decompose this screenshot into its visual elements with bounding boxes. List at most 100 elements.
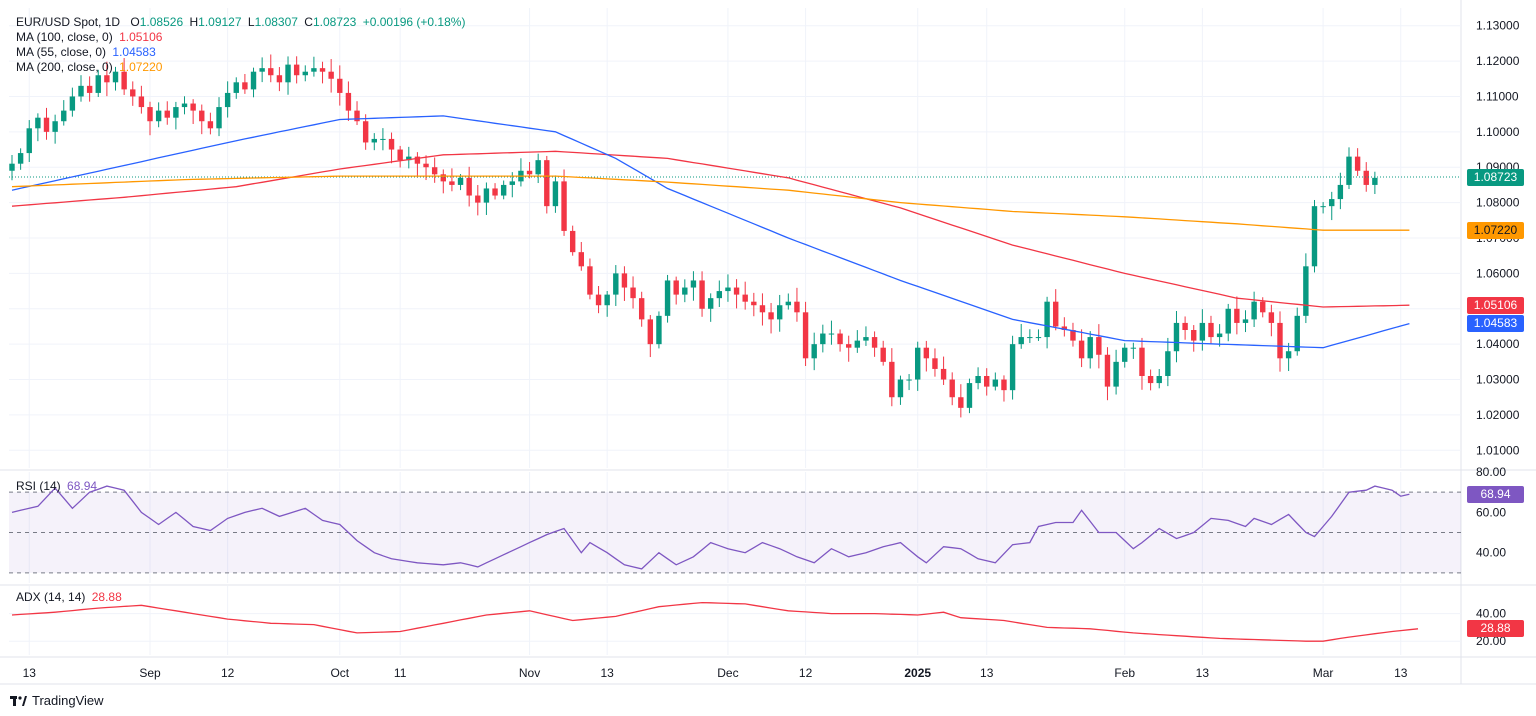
candle xyxy=(845,335,852,362)
candle xyxy=(923,340,930,372)
ma100-legend[interactable]: MA (100, close, 0) 1.05106 xyxy=(16,30,165,45)
candle-body xyxy=(820,333,826,345)
candle xyxy=(311,56,317,77)
adx-legend[interactable]: ADX (14, 14) 28.88 xyxy=(16,590,125,605)
ma55-legend[interactable]: MA (55, close, 0) 1.04583 xyxy=(16,45,159,60)
candle xyxy=(190,99,196,124)
candle-body xyxy=(759,305,766,313)
candle xyxy=(224,81,231,118)
candle xyxy=(690,271,697,301)
candle-body xyxy=(604,294,610,306)
time-tick-label: 13 xyxy=(600,666,614,680)
price-tick-label: 1.12000 xyxy=(1476,54,1520,68)
ma200-line xyxy=(11,175,1410,231)
candle xyxy=(785,293,792,310)
rsi-tick-label: 80.00 xyxy=(1476,465,1506,479)
candle-body xyxy=(561,181,567,231)
candle xyxy=(802,301,809,367)
candle-body xyxy=(1363,170,1369,185)
candle-body xyxy=(35,117,41,129)
adx-pane[interactable] xyxy=(11,601,1419,642)
candle xyxy=(1009,335,1016,400)
candle xyxy=(1130,342,1137,359)
candle-body xyxy=(371,138,377,143)
candle xyxy=(569,225,576,256)
candle xyxy=(613,265,619,306)
time-tick-label: Mar xyxy=(1313,666,1334,680)
candle xyxy=(1337,172,1344,210)
price-tick-label: 1.13000 xyxy=(1476,19,1520,33)
candle xyxy=(380,128,386,151)
candle-body xyxy=(388,138,395,150)
candle xyxy=(406,146,412,169)
candle xyxy=(1122,343,1128,368)
time-tick-label: 12 xyxy=(799,666,813,680)
candle-body xyxy=(1139,347,1145,376)
candle-body xyxy=(302,71,308,76)
candle xyxy=(854,330,861,353)
candle xyxy=(1294,307,1300,356)
rsi-tick-label: 40.00 xyxy=(1476,546,1506,560)
ma200-legend[interactable]: MA (200, close, 0) 1.07220 xyxy=(16,60,165,75)
candle-body xyxy=(328,71,334,79)
candle-body xyxy=(854,340,861,348)
candle xyxy=(466,166,472,207)
rsi-pane[interactable] xyxy=(9,485,1461,574)
candle-body xyxy=(802,312,809,359)
candle-body xyxy=(889,361,895,398)
moving-averages xyxy=(11,115,1410,349)
candle-body xyxy=(751,301,757,306)
candle-body xyxy=(130,89,136,97)
candle xyxy=(820,324,826,353)
candle xyxy=(1147,369,1154,391)
candle-body xyxy=(276,75,283,83)
candle-body xyxy=(95,75,101,93)
candle-body xyxy=(285,64,291,83)
candle xyxy=(483,182,490,215)
candle-body xyxy=(250,71,257,90)
candle-body xyxy=(1242,319,1249,323)
candle xyxy=(1035,329,1042,341)
candle-body xyxy=(975,376,981,384)
candle xyxy=(181,96,188,115)
candle xyxy=(958,384,964,418)
candle-body xyxy=(1346,156,1352,185)
candle-body xyxy=(406,156,412,161)
candle-body xyxy=(863,337,869,341)
rsi-value: 68.94 xyxy=(67,479,98,493)
candle xyxy=(1354,148,1361,176)
candle-body xyxy=(362,121,369,143)
candle xyxy=(915,341,921,391)
price-tick-label: 1.02000 xyxy=(1476,408,1520,422)
candle-body xyxy=(682,287,688,295)
candle xyxy=(1173,310,1180,363)
candle-body xyxy=(319,68,326,72)
tradingview-brand[interactable]: TradingView xyxy=(10,693,104,708)
candle-body xyxy=(1199,322,1206,341)
candle-body xyxy=(1053,301,1059,327)
candle-body xyxy=(1027,337,1033,339)
price-tick-label: 1.08000 xyxy=(1476,196,1520,210)
candle xyxy=(492,183,498,200)
candle xyxy=(1104,347,1111,401)
candle-body xyxy=(742,294,748,302)
candle-body xyxy=(216,107,222,129)
candle-body xyxy=(871,337,878,348)
candle xyxy=(535,153,541,184)
candle xyxy=(69,87,76,117)
candle xyxy=(647,315,654,358)
candle xyxy=(388,132,395,164)
candle xyxy=(1311,199,1318,273)
candle xyxy=(1191,325,1197,352)
candle xyxy=(285,56,291,95)
price-pane[interactable] xyxy=(9,54,1461,418)
candle-body xyxy=(268,68,274,76)
candle xyxy=(1216,324,1223,347)
rsi-legend[interactable]: RSI (14) 68.94 xyxy=(16,479,100,494)
ma200-value: 1.07220 xyxy=(119,60,163,74)
candle-body xyxy=(880,347,886,362)
candle xyxy=(682,279,688,303)
ma100-label: MA (100, close, 0) xyxy=(16,30,113,44)
candle-body xyxy=(923,347,930,359)
